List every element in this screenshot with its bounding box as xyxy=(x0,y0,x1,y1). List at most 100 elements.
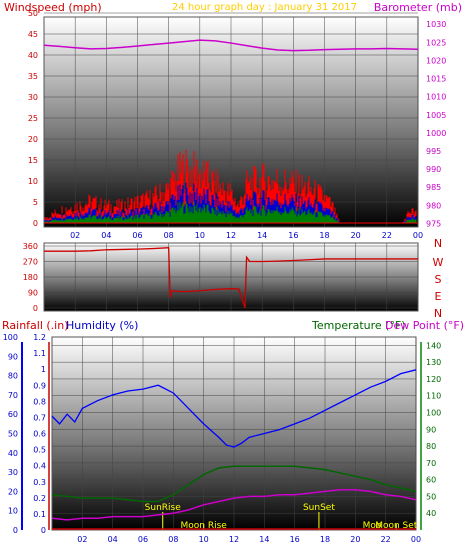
barometer-tick-label: 1025 xyxy=(426,38,446,47)
temperature-tick-label: 130 xyxy=(426,358,441,367)
hour-tick-label: 16 xyxy=(288,231,298,240)
windspeed-tick-label: 30 xyxy=(28,93,38,102)
humidity-tick-label: 0.2 xyxy=(33,494,46,503)
direction-tick-label: 270 xyxy=(23,258,38,267)
compass-label: N xyxy=(434,307,442,320)
barometer-tick-label: 990 xyxy=(426,165,441,174)
barometer-tick-label: 1015 xyxy=(426,75,446,84)
temperature-tick-label: 40 xyxy=(426,509,436,518)
compass-label: E xyxy=(435,290,442,303)
temperature-tick-label: 140 xyxy=(426,341,441,350)
windspeed-axis-title: Windspeed (mph) xyxy=(4,1,102,14)
direction-tick-label: 360 xyxy=(23,242,38,251)
humidity-tick-label: 1.2 xyxy=(33,333,46,342)
hour-tick-label: 20 xyxy=(351,231,361,240)
wind-direction-line xyxy=(44,247,418,309)
barometer-tick-label: 1000 xyxy=(426,129,446,138)
hour-tick-label: 16 xyxy=(290,535,300,544)
temperature-tick-label: 70 xyxy=(426,459,436,468)
hour-tick-label: 12 xyxy=(226,231,236,240)
hour-tick-label: 06 xyxy=(132,231,142,240)
panel3-ticks: 4050607080901001101201301400102030405060… xyxy=(3,333,442,544)
direction-tick-label: 90 xyxy=(28,289,38,298)
panel3-grid xyxy=(21,337,422,530)
windspeed-tick-label: 5 xyxy=(33,198,38,207)
temperature-tick-label: 100 xyxy=(426,409,441,418)
hour-tick-label: 14 xyxy=(257,231,267,240)
humidity-line xyxy=(51,369,417,448)
hour-tick-label: 00 xyxy=(411,535,421,544)
hour-tick-label: 00 xyxy=(413,231,423,240)
barometer-tick-label: 1005 xyxy=(426,111,446,120)
hour-tick-label: 18 xyxy=(320,535,330,544)
windspeed-tick-label: 35 xyxy=(28,72,38,81)
hour-tick-label: 20 xyxy=(350,535,360,544)
hour-tick-label: 02 xyxy=(70,231,80,240)
hour-tick-label: 08 xyxy=(168,535,178,544)
rainfall-tick-label: 60 xyxy=(8,410,18,419)
dewpoint-line xyxy=(51,488,417,521)
humidity-tick-label: 0.7 xyxy=(33,413,46,422)
hour-tick-label: 10 xyxy=(195,231,205,240)
barometer-axis-title: Barometer (mb) xyxy=(374,1,462,14)
compass-label: S xyxy=(435,273,442,286)
windspeed-bars xyxy=(44,149,418,224)
rainfall-tick-label: 80 xyxy=(8,372,18,381)
humidity-tick-label: 0.8 xyxy=(33,397,46,406)
panel1-ticks: 0510152025303540455097598098599099510001… xyxy=(28,9,447,240)
dewpoint-axis-title: Dew Point (°F) xyxy=(385,319,464,332)
sun-moon-label: SunSet xyxy=(303,503,335,513)
panel1-lines xyxy=(43,39,419,52)
temperature-tick-label: 90 xyxy=(426,425,436,434)
temperature-line xyxy=(51,465,417,503)
graph-title: 24 hour graph day : January 31 2017 xyxy=(172,2,357,13)
hour-tick-label: 10 xyxy=(199,535,209,544)
windspeed-tick-label: 40 xyxy=(28,51,38,60)
wind-barometer-panel: 0510152025303540455097598098599099510001… xyxy=(28,9,447,240)
temperature-tick-label: 110 xyxy=(426,392,441,401)
hour-tick-label: 12 xyxy=(229,535,239,544)
hour-tick-label: 04 xyxy=(108,535,118,544)
humidity-tick-label: 1 xyxy=(41,365,46,374)
rainfall-tick-label: 30 xyxy=(8,468,18,477)
rainfall-axis-title: Rainfall (.in) xyxy=(2,319,69,332)
rainfall-tick-label: 70 xyxy=(8,391,18,400)
humidity-tick-label: 0.4 xyxy=(33,462,46,471)
humidity-tick-label: 0.6 xyxy=(33,430,46,439)
windspeed-tick-label: 50 xyxy=(28,9,38,18)
humidity-tick-label: 0 xyxy=(41,526,46,535)
humidity-axis-title: Humidity (%) xyxy=(66,319,138,332)
rainfall-tick-label: 20 xyxy=(8,487,18,496)
humidity-tick-label: 0.5 xyxy=(33,446,46,455)
hour-tick-label: 08 xyxy=(164,231,174,240)
hour-tick-label: 02 xyxy=(77,535,87,544)
windspeed-tick-label: 45 xyxy=(28,30,38,39)
rainfall-tick-label: 100 xyxy=(3,333,18,342)
direction-tick-label: 180 xyxy=(23,273,38,282)
windspeed-tick-label: 0 xyxy=(33,219,38,228)
temperature-tick-label: 120 xyxy=(426,375,441,384)
humidity-tick-label: 0.9 xyxy=(33,381,46,390)
sun-moon-label: SunRise xyxy=(145,503,182,513)
humidity-tick-label: 1.1 xyxy=(33,349,46,358)
rainfall-tick-label: 90 xyxy=(8,352,18,361)
rainfall-tick-label: 10 xyxy=(8,507,18,516)
rainfall-tick-label: 50 xyxy=(8,430,18,439)
barometer-tick-label: 980 xyxy=(426,201,441,210)
barometer-tick-label: 995 xyxy=(426,147,441,156)
rainfall-tick-label: 40 xyxy=(8,449,18,458)
panel2-lines xyxy=(44,247,418,309)
hour-tick-label: 22 xyxy=(381,535,391,544)
barometer-tick-label: 985 xyxy=(426,183,441,192)
sun-moon-label: Moon Set xyxy=(375,521,418,531)
humidity-tick-label: 0.1 xyxy=(33,510,46,519)
hour-tick-label: 14 xyxy=(259,535,269,544)
temperature-tick-label: 60 xyxy=(426,476,436,485)
barometer-tick-label: 1020 xyxy=(426,56,446,65)
hour-tick-label: 18 xyxy=(319,231,329,240)
barometer-tick-label: 1010 xyxy=(426,93,446,102)
